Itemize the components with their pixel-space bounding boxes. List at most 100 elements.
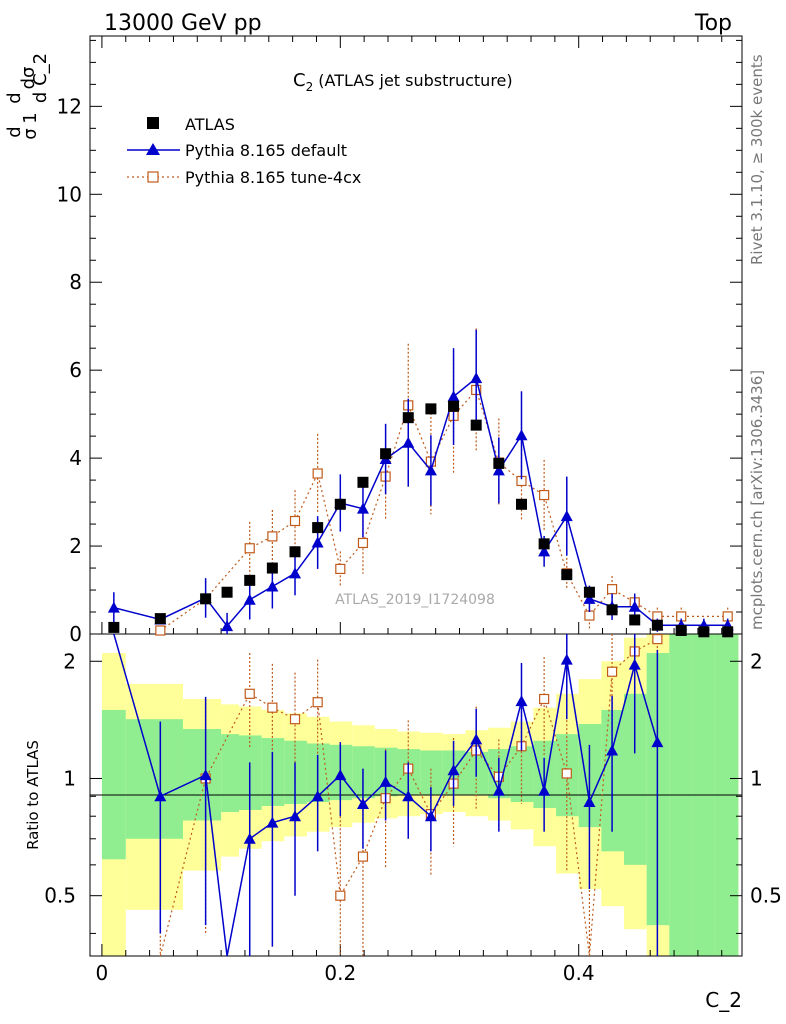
atlas-point <box>289 546 301 558</box>
y-tick-label-main: 10 <box>57 182 82 206</box>
ratio-tune-point <box>267 702 278 713</box>
x-axis-title: C_2 <box>705 988 742 1012</box>
ratio-default-point <box>379 775 392 787</box>
default-point <box>447 390 460 402</box>
ratio-tune-point <box>335 890 346 901</box>
ratio-default-point <box>628 658 641 670</box>
default-point <box>628 600 641 612</box>
atlas-point <box>357 476 369 488</box>
y-tick-label-ratio: 0.5 <box>44 884 76 908</box>
rivet-label: Rivet 3.1.10, ≥ 300k events <box>748 54 766 265</box>
tune-point <box>244 543 255 554</box>
green-band-bin <box>125 719 183 839</box>
ratio-series <box>113 633 664 957</box>
legend-default-label: Pythia 8.165 default <box>185 141 347 160</box>
tune-point <box>335 563 346 575</box>
ratio-default-point <box>447 764 460 776</box>
ratio-tune-point <box>312 697 323 708</box>
ratio-default-point <box>606 744 619 756</box>
y-tick-label-ratio: 2 <box>63 649 76 673</box>
atlas-point <box>154 613 166 625</box>
y-tick-label-ratio: 1 <box>63 766 76 790</box>
legend-atlas-marker <box>147 117 159 129</box>
analysis-watermark: ATLAS_2019_I1724098 <box>335 592 495 608</box>
default-point <box>289 567 302 579</box>
y-tick-label-ratio-right: 0.5 <box>750 884 782 908</box>
ratio-tune-point <box>244 688 255 699</box>
ratio-default-point <box>402 790 415 802</box>
tune-point <box>267 531 278 542</box>
y-tick-label-main: 2 <box>69 534 82 558</box>
ratio-default-point <box>356 797 369 809</box>
atlas-point <box>448 400 460 412</box>
main-series <box>107 328 734 638</box>
atlas-point <box>244 574 256 586</box>
x-tick-label: 0 <box>96 961 109 985</box>
svg-text:1: 1 <box>20 112 41 123</box>
green-band-bin <box>420 750 443 795</box>
ratio-default-point <box>583 796 596 808</box>
default-point <box>515 429 528 441</box>
atlas-point <box>583 586 595 598</box>
legend-default-marker <box>146 143 160 155</box>
default-point <box>492 464 505 476</box>
atlas-point <box>108 621 120 633</box>
default-point <box>470 372 483 384</box>
ratio-tune-point <box>539 693 550 705</box>
ratio-default-point <box>651 736 664 748</box>
tune-point <box>155 625 166 636</box>
ratio-default-point <box>334 769 347 781</box>
ratio-tune-point <box>652 634 663 645</box>
legend-tune-label: Pythia 8.165 tune-4cx <box>185 168 361 187</box>
ratio-default-point <box>289 810 302 822</box>
ratio-default-point <box>515 695 528 707</box>
ratio-default-point <box>243 832 256 844</box>
green-band-bin <box>623 693 647 865</box>
atlas-point <box>221 586 233 598</box>
atlas-point <box>470 419 482 431</box>
default-point <box>243 593 256 605</box>
ratio-default-point <box>199 769 212 781</box>
atlas-point <box>698 626 710 638</box>
y-tick-label-main: 8 <box>69 270 82 294</box>
chart-title: C2 (ATLAS jet substructure) <box>293 70 513 94</box>
ratio-default-point <box>492 784 505 796</box>
svg-text:dσ: dσ <box>18 67 39 90</box>
default-point <box>311 536 324 548</box>
ratio-default-point <box>311 790 324 802</box>
x-tick-label: 0.2 <box>324 961 356 985</box>
main-ylabel: d 1 σ d dσ d C_2 <box>4 53 51 140</box>
legend: ATLAS Pythia 8.165 default Pythia 8.165 … <box>127 115 361 187</box>
tune-point <box>289 515 301 527</box>
y-tick-label-main: 6 <box>69 358 82 382</box>
tune-point <box>539 489 550 501</box>
default-point <box>583 592 596 604</box>
atlas-point <box>606 604 618 616</box>
atlas-point <box>675 624 687 636</box>
default-point <box>424 464 437 476</box>
y-tick-label-ratio-right: 2 <box>750 649 763 673</box>
y-tick-label-ratio-right: 1 <box>750 766 763 790</box>
ratio-tune-point <box>561 768 572 779</box>
green-band-bin <box>510 746 534 803</box>
svg-text:d C_2: d C_2 <box>30 53 51 103</box>
tune-point <box>606 584 618 595</box>
ratio-default-point <box>470 733 483 745</box>
green-band-bin <box>221 734 239 813</box>
tune-point <box>584 610 595 621</box>
atlas-point <box>515 498 527 510</box>
atlas-point <box>561 569 573 581</box>
ratio-default-point <box>560 653 573 665</box>
atlas-point <box>651 619 663 631</box>
tune-line <box>159 388 728 631</box>
atlas-point <box>425 403 437 415</box>
x-tick-label: 0.4 <box>563 961 595 985</box>
ratio-tune-point <box>357 851 369 862</box>
tune-point <box>357 537 369 549</box>
svg-text:σ: σ <box>20 128 41 139</box>
default-point <box>221 620 234 632</box>
tune-point <box>312 468 323 479</box>
atlas-point <box>266 562 278 574</box>
